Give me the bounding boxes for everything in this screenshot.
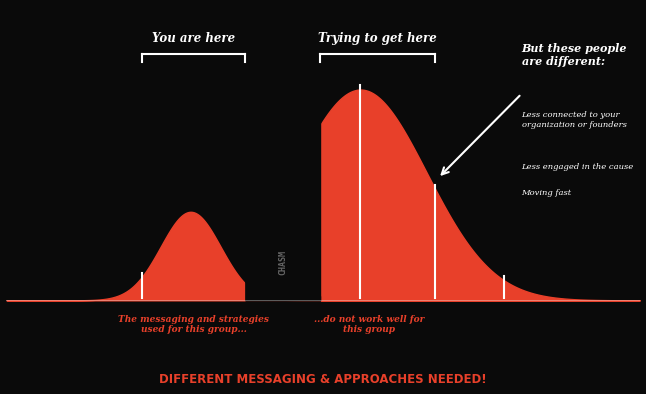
Text: DIFFERENT MESSAGING & APPROACHES NEEDED!: DIFFERENT MESSAGING & APPROACHES NEEDED!: [159, 373, 487, 386]
Text: Less connected to your
organization or founders: Less connected to your organization or f…: [521, 111, 627, 129]
Text: CHASM: CHASM: [278, 250, 287, 275]
Text: The messaging and strategies
used for this group...: The messaging and strategies used for th…: [118, 315, 269, 335]
Text: Less engaged in the cause: Less engaged in the cause: [521, 164, 634, 171]
Text: Trying to get here: Trying to get here: [318, 32, 437, 45]
Text: You are here: You are here: [152, 32, 235, 45]
Text: ...do not work well for
this group: ...do not work well for this group: [314, 315, 424, 335]
Text: But these people
are different:: But these people are different:: [521, 43, 627, 67]
Text: Moving fast: Moving fast: [521, 189, 572, 197]
